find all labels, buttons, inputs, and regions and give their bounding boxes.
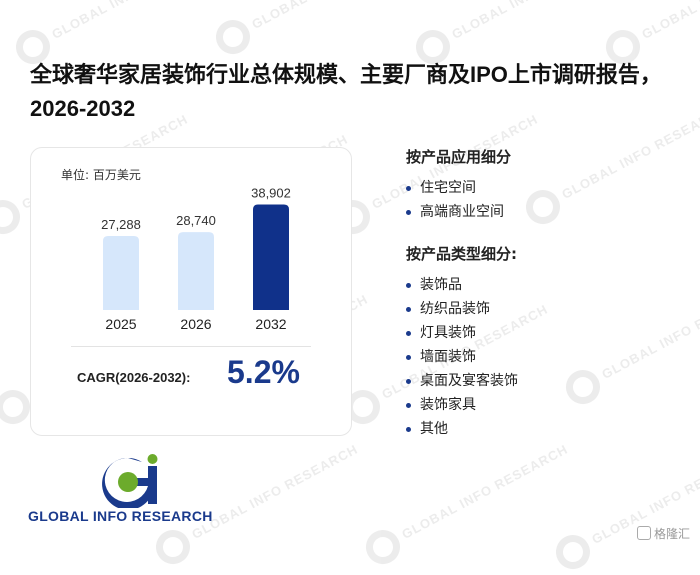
list-item: 高端商业空间 [406,200,686,224]
category-label: 2032 [255,316,286,332]
bullet-icon [406,427,411,432]
segment-list: 装饰品 纺织品装饰 灯具装饰 墙面装饰 桌面及宴客装饰 装饰家具 其他 [406,273,686,441]
bullet-icon [406,331,411,336]
category-label: 2025 [105,316,136,332]
segment-list: 住宅空间 高端商业空间 [406,176,686,224]
company-logo: GLOBAL INFO RESEARCH [28,452,238,528]
corner-brand: 格隆汇 [636,525,690,542]
bullet-icon [406,283,411,288]
list-item: 装饰品 [406,273,686,297]
divider [71,346,311,347]
list-item: 住宅空间 [406,176,686,200]
segment-heading: 按产品类型细分: [406,245,517,263]
bar-2032 [253,204,289,310]
value-label: 28,740 [176,213,216,228]
bar-2026 [178,232,214,310]
list-item: 墙面装饰 [406,345,686,369]
value-label: 38,902 [251,186,291,201]
segment-application: 按产品应用细分 住宅空间 高端商业空间 [406,146,686,224]
watermark: GLOBAL INFO RESEARCH [550,439,700,575]
list-item: 纺织品装饰 [406,297,686,321]
watermark: GLOBAL INFO RESEARCH [210,0,425,61]
logo-text: GLOBAL INFO RESEARCH [28,508,213,524]
list-item: 装饰家具 [406,393,686,417]
list-item: 其他 [406,417,686,441]
segment-heading: 按产品应用细分 [406,148,512,166]
unit-label: 单位: 百万美元 [61,168,141,182]
bar-chart: 27,288 2025 28,740 2026 38,902 2032 [101,186,291,332]
cagr-value: 5.2% [227,354,300,390]
bullet-icon [406,355,411,360]
bullet-icon [406,403,411,408]
bullet-icon [406,186,411,191]
bullet-icon [406,307,411,312]
bullet-icon [406,379,411,384]
market-size-card: 单位: 百万美元 27,288 2025 28,740 2026 38,902 2032 … [30,147,352,436]
list-item: 灯具装饰 [406,321,686,345]
segment-type: 按产品类型细分: 装饰品 纺织品装饰 灯具装饰 墙面装饰 桌面及宴客装饰 装饰家… [406,243,686,441]
value-label: 27,288 [101,217,141,232]
category-label: 2026 [180,316,211,332]
bullet-icon [406,210,411,215]
page-title: 全球奢华家居装饰行业总体规模、主要厂商及IPO上市调研报告，2026-2032 [30,62,662,121]
list-item: 桌面及宴客装饰 [406,369,686,393]
bar-2025 [103,236,139,310]
gi-logo-icon [102,454,158,508]
glh-logo-icon [636,526,651,540]
cagr-label: CAGR(2026-2032): [77,370,191,385]
